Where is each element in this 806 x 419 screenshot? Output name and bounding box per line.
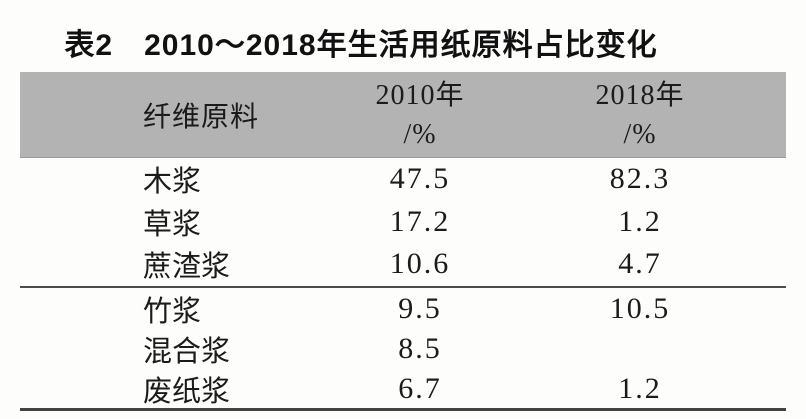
header-col-2018-year: 2018年 — [595, 79, 685, 111]
row-value-2010: 8.5 — [398, 331, 442, 365]
header-col-2010: 2010年 /% — [300, 76, 540, 154]
table-row: 蔗渣浆 10.6 4.7 — [20, 243, 786, 286]
table-row: 混合浆 8.5 — [20, 328, 786, 368]
table-row: 废纸浆 6.7 1.2 — [20, 368, 786, 408]
row-value-2010: 47.5 — [389, 162, 451, 196]
table-body-top-section: 木浆 47.5 82.3 草浆 17.2 1.2 蔗渣浆 10.6 4.7 — [20, 158, 786, 288]
row-label-material: 混合浆 — [143, 335, 231, 368]
header-col-2018-unit: /% — [623, 118, 657, 150]
data-table: 纤维原料 2010年 /% 2018年 /% 木浆 47.5 82.3 草浆 1… — [20, 72, 786, 411]
row-value-2010: 6.7 — [398, 371, 442, 405]
table-row: 竹浆 9.5 10.5 — [20, 288, 786, 328]
row-label-material: 木浆 — [143, 166, 202, 199]
table-title: 表2 2010～2018年生活用纸原料占比变化 — [64, 29, 658, 62]
header-col-material: 纤维原料 — [143, 101, 260, 133]
table-row: 草浆 17.2 1.2 — [20, 201, 786, 244]
table-row: 木浆 47.5 82.3 — [20, 158, 786, 201]
row-label-material: 废纸浆 — [143, 375, 231, 408]
row-label-material: 蔗渣浆 — [143, 251, 231, 284]
table-header: 纤维原料 2010年 /% 2018年 /% — [20, 72, 786, 158]
row-value-2018: 10.5 — [609, 291, 671, 325]
row-label-material: 草浆 — [143, 208, 202, 241]
row-value-2010: 10.6 — [389, 247, 451, 281]
header-col-2018: 2018年 /% — [540, 76, 740, 154]
row-value-2018: 4.7 — [618, 247, 662, 281]
row-value-2018: 82.3 — [609, 162, 671, 196]
header-col-2010-unit: /% — [403, 118, 437, 150]
row-value-2010: 17.2 — [389, 204, 451, 238]
row-label-material: 竹浆 — [143, 295, 202, 328]
row-value-2018: 1.2 — [618, 371, 662, 405]
table-caption-row: 表2 2010～2018年生活用纸原料占比变化 — [0, 20, 722, 64]
row-value-2018: 1.2 — [618, 204, 662, 238]
header-col-2010-year: 2010年 — [375, 79, 465, 111]
table-body-bottom-section: 竹浆 9.5 10.5 混合浆 8.5 废纸浆 6.7 1.2 — [20, 288, 786, 411]
row-value-2010: 9.5 — [398, 291, 442, 325]
